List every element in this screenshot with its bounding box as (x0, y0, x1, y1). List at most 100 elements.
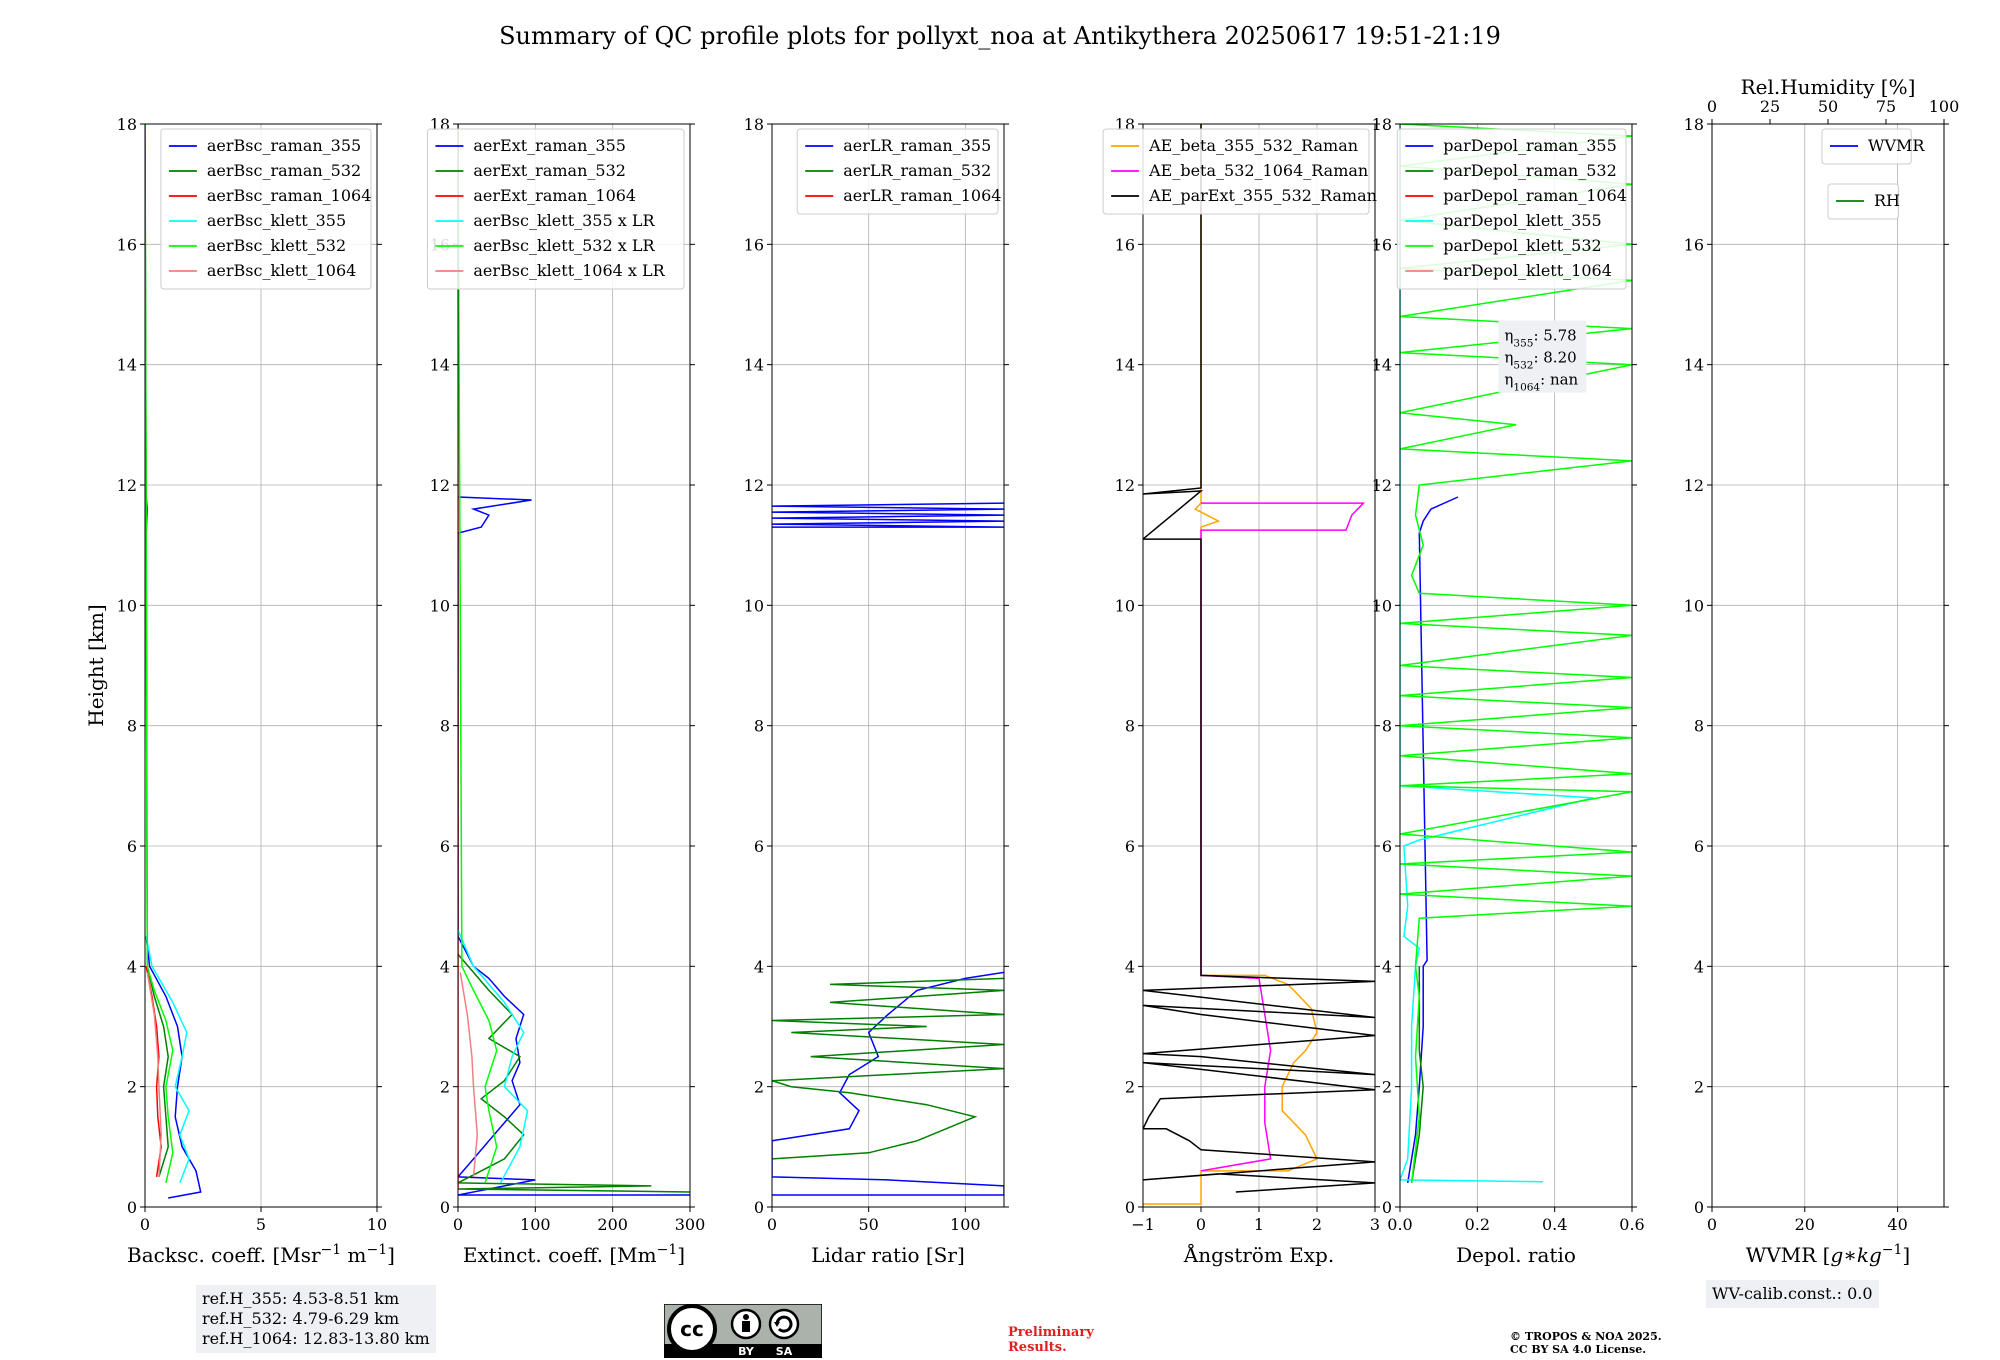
ytick-label: 14 (430, 356, 450, 375)
ytick-label: 12 (117, 476, 137, 495)
legend: aerExt_raman_355 aerExt_raman_532 aerExt_r… (426, 128, 685, 290)
xtick-label: 0 (1707, 1215, 1717, 1234)
ytick-label: 16 (117, 235, 137, 254)
panel-depolarization: 0 2 4 6 8 10 12 14 16 18 0.0 0.2 0.4 0.6 Depol. ratio p… (1372, 115, 1645, 1267)
copyright-note: © TROPOS & NOA 2025. CC BY SA 4.0 Licens… (1510, 1330, 1662, 1356)
xtick-label: 50 (858, 1215, 878, 1234)
panel-backscatter: 0 2 4 6 8 10 12 14 16 18 0 5 10 Backsc. coeff. [Msr−1… (84, 115, 395, 1267)
xtick-label: 0 (1196, 1215, 1206, 1234)
x2tick-label: 25 (1760, 97, 1780, 116)
legend-label: aerBsc_klett_532 x LR (473, 236, 655, 255)
xtick-label: 0 (453, 1215, 463, 1234)
ytick-label: 8 (440, 717, 450, 736)
ytick-label: 2 (1382, 1078, 1392, 1097)
xtick-label: 0.2 (1465, 1215, 1490, 1234)
wv-calib-const: WV-calib.const.: 0.0 (1712, 1284, 1873, 1303)
xtick-label: 0.6 (1619, 1215, 1644, 1234)
legend-label: aerBsc_klett_355 (207, 211, 346, 230)
ytick-label: 0 (1694, 1198, 1704, 1217)
xtick-label: 40 (1887, 1215, 1907, 1234)
series-aerLR_raman_355 (772, 971, 1004, 1196)
legend-label: parDepol_klett_532 (1443, 236, 1601, 255)
reference-height-box: ref.H_355: 4.53-8.51 km ref.H_532: 4.79-… (196, 1285, 436, 1353)
ytick-label: 2 (754, 1078, 764, 1097)
series-aerBsc_raman_532 (145, 124, 169, 1178)
yaxis-label: Height [km] (84, 604, 108, 726)
series-AE_parExt_355_532_Raman (1143, 124, 1375, 1193)
series-AE_beta_532_1064_Raman (1200, 502, 1366, 1172)
legend: WVMR (1821, 128, 1925, 165)
legend-label: aerBsc_klett_355 x LR (473, 211, 655, 230)
legend-label: aerExt_raman_532 (473, 161, 626, 180)
series-parDepol_raman_355 (1406, 496, 1459, 1184)
ytick-label: 2 (1125, 1078, 1135, 1097)
legend: RH (1827, 183, 1900, 220)
ytick-label: 2 (127, 1078, 137, 1097)
legend: aerBsc_raman_355 aerBsc_raman_532 aerBsc_r… (160, 128, 372, 290)
series-AE_beta_355_532_Raman (1143, 124, 1319, 1205)
series-parDepol_klett_355 (1400, 124, 1594, 1183)
ytick-label: 4 (1382, 957, 1392, 976)
ytick-label: 0 (1382, 1198, 1392, 1217)
preliminary-line-1: Preliminary (1008, 1325, 1094, 1340)
ytick-label: 8 (1125, 717, 1135, 736)
legend-label: AE_beta_355_532_Raman (1148, 136, 1358, 155)
ytick-label: 16 (1372, 235, 1392, 254)
legend-label: aerLR_raman_355 (843, 136, 991, 155)
axes-frame (1711, 123, 1945, 1208)
ytick-label: 12 (1115, 476, 1135, 495)
legend-frame (1396, 128, 1627, 290)
legend-label: aerLR_raman_1064 (843, 186, 1001, 205)
legend-frame (796, 128, 999, 215)
xtick-label: 10 (367, 1215, 387, 1234)
x2tick-label: 50 (1818, 97, 1838, 116)
x2axis-label: Rel.Humidity [%] (1741, 75, 1916, 99)
series-aerBsc_klett_355 (145, 936, 190, 1184)
xtick-label: 1 (1254, 1215, 1264, 1234)
ytick-label: 8 (1694, 717, 1704, 736)
x2tick-label: 100 (1929, 97, 1960, 116)
page-title: Summary of QC profile plots for pollyxt_… (499, 22, 1501, 50)
ytick-label: 0 (440, 1198, 450, 1217)
copyright-line-2: CC BY SA 4.0 License. (1510, 1343, 1647, 1356)
legend-label: aerBsc_raman_1064 (207, 186, 372, 205)
x2tick-label: 0 (1707, 97, 1717, 116)
cc-by-sa-license-logo: cc BY SA (664, 1304, 822, 1358)
xaxis-label: WVMR [g∗kg−1] (1746, 1242, 1910, 1267)
panel-lidar_ratio: 0 2 4 6 8 10 12 14 16 18 0 50 100 Lidar ratio [Sr] aer… (744, 115, 1009, 1267)
ytick-label: 12 (744, 476, 764, 495)
xaxis-label: Extinct. coeff. [Mm−1] (463, 1242, 685, 1267)
legend: aerLR_raman_355 aerLR_raman_532 aerLR_rama… (796, 128, 1001, 215)
ytick-label: 18 (1684, 115, 1704, 134)
series-aerBsc_klett_532 x LR (458, 124, 498, 1184)
legend-label: parDepol_klett_1064 (1443, 261, 1612, 280)
ytick-label: 0 (127, 1198, 137, 1217)
ytick-label: 10 (117, 596, 137, 615)
axes-frame (771, 123, 1005, 1208)
x2tick-label: 75 (1876, 97, 1896, 116)
xtick-label: 0 (767, 1215, 777, 1234)
ytick-label: 16 (1684, 235, 1704, 254)
xtick-label: 200 (597, 1215, 628, 1234)
ytick-label: 16 (1115, 235, 1135, 254)
legend-label: parDepol_raman_532 (1443, 161, 1616, 180)
ytick-label: 6 (1125, 837, 1135, 856)
series-aerLR_raman_532 (772, 977, 1004, 1160)
ytick-label: 16 (744, 235, 764, 254)
wv-calib-box: WV-calib.const.: 0.0 (1706, 1280, 1879, 1308)
ytick-label: 4 (754, 957, 764, 976)
ytick-label: 0 (1125, 1198, 1135, 1217)
cc-sa-text: SA (776, 1345, 793, 1358)
ytick-label: 8 (127, 717, 137, 736)
ytick-label: 14 (744, 356, 764, 375)
legend-label: AE_parExt_355_532_Raman (1148, 186, 1377, 205)
series-aerLR_raman_355_cloud (772, 502, 1004, 528)
preliminary-line-2: Results. (1008, 1340, 1067, 1355)
ytick-label: 6 (440, 837, 450, 856)
xtick-label: 300 (675, 1215, 706, 1234)
series-aerBsc_klett_1064 (146, 972, 162, 1177)
xtick-label: 20 (1795, 1215, 1815, 1234)
